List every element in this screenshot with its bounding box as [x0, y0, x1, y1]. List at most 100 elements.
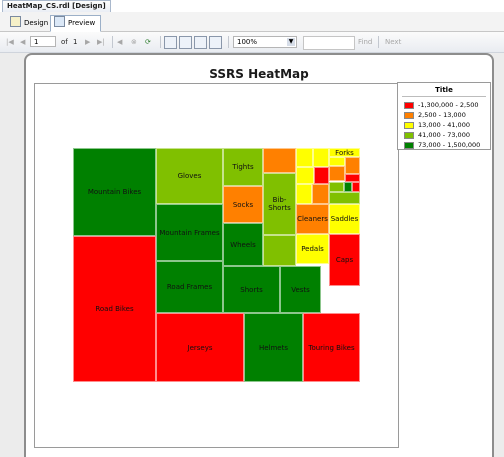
print-layout-icon[interactable] [179, 36, 192, 49]
heatmap-tile[interactable] [296, 184, 312, 204]
chevron-down-icon: ▼ [287, 38, 295, 46]
heatmap-tile[interactable] [263, 235, 296, 266]
legend-items: -1,300,000 - 2,500 2,500 - 13,000 13,000 -… [398, 100, 490, 150]
heatmap-tile[interactable]: Cleaners [296, 204, 329, 234]
heatmap-tile-label: Helmets [258, 343, 289, 352]
legend-divider [402, 96, 486, 97]
heatmap-tile[interactable]: Vests [280, 266, 321, 313]
heatmap-tile-label: Bib-Shorts [268, 196, 291, 212]
toolbar-separator [112, 36, 113, 48]
heatmap-tile[interactable]: Tights [223, 148, 263, 186]
first-page-icon[interactable]: |◀ [6, 38, 14, 46]
heatmap-tile[interactable]: Gloves [156, 148, 223, 204]
heatmap-tile-label: Caps [335, 256, 354, 264]
legend-item: 41,000 - 73,000 [404, 130, 490, 140]
legend-item: 13,000 - 41,000 [404, 120, 490, 130]
legend: Title -1,300,000 - 2,500 2,500 - 13,000 13… [397, 82, 491, 150]
page-setup-icon[interactable] [194, 36, 207, 49]
next-page-icon[interactable]: ▶ [85, 38, 91, 46]
legend-label: 41,000 - 73,000 [418, 131, 470, 139]
export-icon[interactable] [209, 36, 222, 49]
heatmap-tile[interactable]: Shorts [223, 266, 280, 313]
refresh-icon[interactable]: ⟳ [145, 38, 151, 46]
heatmap-treemap: Mountain Bikes Road Bikes Gloves Mountain F… [73, 148, 360, 382]
heatmap-tile[interactable] [344, 182, 352, 192]
heatmap-tile[interactable] [352, 182, 360, 192]
heatmap-tile[interactable] [329, 157, 345, 166]
find-button[interactable]: Find [358, 38, 373, 46]
heatmap-tile[interactable]: Road Frames [156, 261, 223, 313]
heatmap-tile[interactable]: Wheels [223, 223, 263, 266]
heatmap-tile[interactable]: Bib-Shorts [263, 173, 296, 235]
heatmap-tile[interactable]: Pedals [296, 234, 329, 264]
zoom-value: 100% [237, 38, 258, 46]
heatmap-tile-label: Socks [232, 200, 254, 209]
tab-preview[interactable]: Preview [50, 15, 102, 32]
report-toolbar: |◀ ◀ 1 of 1 ▶ ▶| ◀ ⊗ ⟳ 100% ▼ Find Next [0, 32, 504, 53]
preview-icon [54, 16, 65, 27]
document-tab[interactable]: HeatMap_CS.rdl [Design] [2, 0, 111, 12]
report-viewer: SSRS HeatMap Mountain Bikes Road Bikes Glo… [0, 53, 504, 457]
heatmap-tile[interactable] [263, 148, 296, 173]
legend-item: 73,000 - 1,500,000 [404, 140, 490, 150]
zoom-select[interactable]: 100% ▼ [233, 36, 297, 48]
report-title: SSRS HeatMap [209, 67, 309, 81]
heatmap-tile-label: Jerseys [187, 343, 213, 352]
heatmap-tile-label: Shorts [240, 285, 263, 294]
back-icon[interactable]: ◀ [117, 38, 123, 46]
heatmap-tile[interactable]: Mountain Frames [156, 204, 223, 261]
previous-page-icon[interactable]: ◀ [20, 38, 26, 46]
heatmap-tile-label: Wheels [230, 240, 256, 249]
toolbar-separator [160, 36, 161, 48]
heatmap-tile[interactable] [345, 157, 360, 174]
heatmap-tile[interactable] [329, 182, 344, 192]
legend-label: 2,500 - 13,000 [418, 111, 466, 119]
legend-label: 13,000 - 41,000 [418, 121, 470, 129]
heatmap-tile[interactable] [313, 148, 329, 167]
find-input[interactable] [303, 36, 355, 50]
page-number-input[interactable]: 1 [30, 36, 56, 47]
heatmap-tile[interactable]: Caps [329, 234, 360, 286]
view-tab-strip: Design Preview [0, 12, 504, 32]
heatmap-tile[interactable] [296, 167, 314, 184]
heatmap-tile[interactable]: Socks [223, 186, 263, 223]
heatmap-tile[interactable] [329, 166, 345, 181]
heatmap-tile[interactable]: Road Bikes [73, 236, 156, 382]
stop-icon[interactable]: ⊗ [131, 38, 137, 46]
heatmap-tile[interactable]: Touring Bikes [303, 313, 360, 382]
heatmap-tile-label: Pedals [301, 245, 324, 253]
heatmap-tile-label: Road Frames [166, 283, 213, 291]
last-page-icon[interactable]: ▶| [97, 38, 105, 46]
heatmap-tile[interactable]: Mountain Bikes [73, 148, 156, 236]
legend-item: 2,500 - 13,000 [404, 110, 490, 120]
next-button[interactable]: Next [385, 38, 402, 46]
toolbar-separator [378, 36, 379, 48]
heatmap-tile-label: Tights [232, 163, 254, 171]
heatmap-tile[interactable] [345, 174, 360, 182]
report-page: SSRS HeatMap Mountain Bikes Road Bikes Glo… [24, 53, 494, 457]
toolbar-separator [228, 36, 229, 48]
heatmap-tile[interactable]: Jerseys [156, 313, 244, 382]
chart-area: Mountain Bikes Road Bikes Gloves Mountain F… [34, 83, 399, 448]
tab-design-label: Design [24, 19, 49, 27]
tab-preview-label: Preview [68, 19, 96, 27]
print-icon[interactable] [164, 36, 177, 49]
tab-design[interactable]: Design [6, 15, 54, 32]
heatmap-tile[interactable]: Forks [329, 148, 360, 157]
legend-item: -1,300,000 - 2,500 [404, 100, 490, 110]
heatmap-tile[interactable]: Helmets [244, 313, 303, 382]
legend-title: Title [435, 86, 453, 94]
heatmap-tile-label: Touring Bikes [308, 343, 355, 352]
heatmap-tile[interactable] [312, 184, 329, 204]
legend-label: 73,000 - 1,500,000 [418, 141, 481, 149]
heatmap-tile-label: Mountain Frames [159, 228, 220, 237]
heatmap-tile[interactable] [296, 148, 313, 167]
heatmap-tile[interactable] [329, 192, 360, 204]
of-label: of [61, 38, 68, 46]
heatmap-tile[interactable]: Saddles [329, 204, 360, 234]
legend-swatch [404, 101, 414, 109]
heatmap-tile-label: Gloves [177, 172, 202, 180]
legend-swatch [404, 141, 414, 149]
heatmap-tile-label: Vests [291, 285, 310, 294]
heatmap-tile[interactable] [314, 167, 329, 184]
